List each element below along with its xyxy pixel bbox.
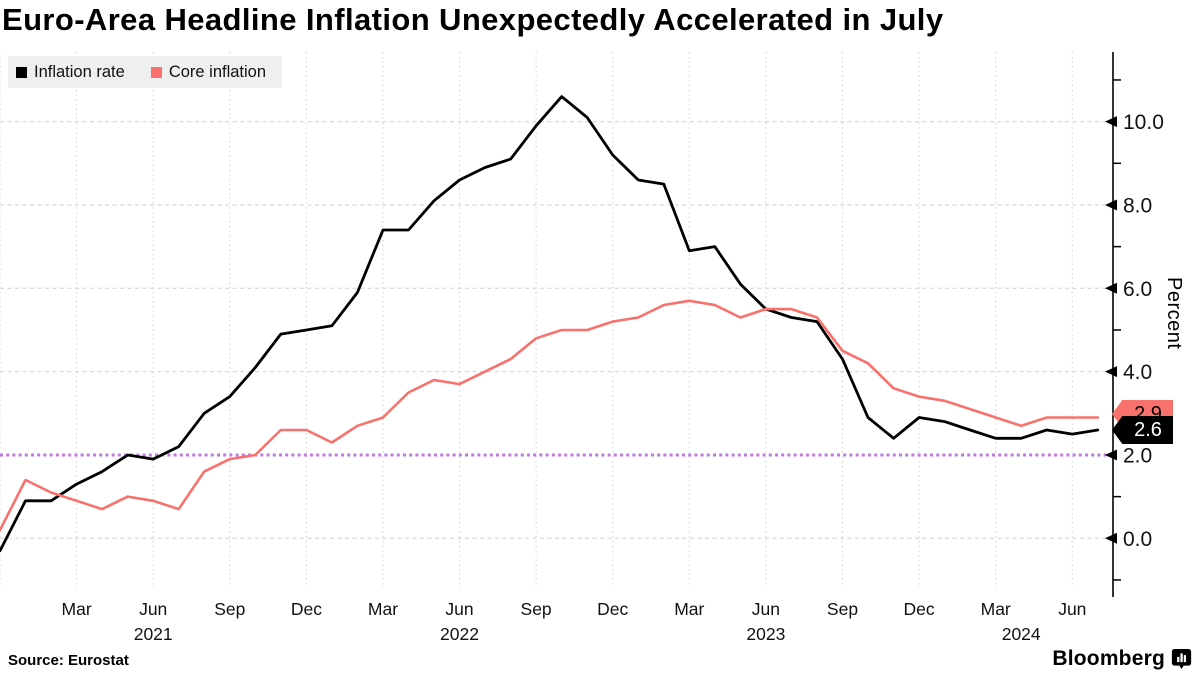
page-title: Euro-Area Headline Inflation Unexpectedl…: [2, 2, 944, 37]
y-tick-label: 2.0: [1123, 444, 1152, 467]
x-year-label: 2024: [1002, 624, 1041, 644]
y-tick-label: 8.0: [1123, 194, 1152, 217]
inflation-rate-last-value: 2.6: [1134, 419, 1162, 441]
x-tick-label: Sep: [827, 599, 858, 619]
y-tick-label: 0.0: [1123, 528, 1152, 551]
tick-arrow-icon: [1105, 532, 1117, 544]
bloomberg-wordmark: Bloomberg: [1052, 647, 1165, 670]
x-tick-label: Jun: [139, 599, 167, 619]
tick-arrow-icon: [1105, 366, 1117, 378]
tick-arrow-icon: [1105, 449, 1117, 461]
x-tick-label: Jun: [1058, 599, 1086, 619]
x-axis: Mar Jun Sep Dec Mar Jun Sep Dec Mar Jun Sep Dec Mar J…: [62, 599, 1087, 644]
y-tick-label: 4.0: [1123, 361, 1152, 384]
y-axis-title: Percent: [1163, 277, 1185, 350]
x-tick-label: Mar: [368, 599, 398, 619]
x-tick-label: Mar: [62, 599, 92, 619]
x-tick-label: Sep: [521, 599, 552, 619]
vertical-gridlines: [0, 52, 1073, 588]
tick-arrow-icon: [1105, 116, 1117, 128]
x-tick-label: Jun: [752, 599, 780, 619]
x-tick-label: Jun: [445, 599, 473, 619]
core-inflation-swatch-icon: [150, 66, 162, 78]
tick-arrow-icon: [1105, 282, 1117, 294]
source-note: Source: Eurostat: [8, 652, 129, 669]
horizontal-gridlines: [0, 121, 1113, 539]
inflation-rate-value-badge: 2.6: [1112, 416, 1173, 444]
legend: Inflation rate Core inflation: [8, 56, 283, 88]
legend-item-core-inflation: Core inflation: [150, 62, 267, 82]
x-year-label: 2022: [440, 624, 479, 644]
x-year-label: 2023: [746, 624, 785, 644]
x-tick-label: Dec: [291, 599, 322, 619]
x-tick-label: Sep: [214, 599, 245, 619]
x-tick-label: Dec: [597, 599, 628, 619]
x-tick-label: Mar: [674, 599, 704, 619]
x-year-label: 2021: [134, 624, 173, 644]
tick-arrow-icon: [1105, 199, 1117, 211]
x-tick-label: Mar: [981, 599, 1011, 619]
y-tick-label: 6.0: [1123, 278, 1152, 301]
y-tick-label: 10.0: [1123, 111, 1164, 134]
core-inflation-line: [0, 299, 1100, 532]
bloomberg-logo: Bloomberg: [1052, 647, 1192, 671]
inflation-rate-swatch-icon: [16, 66, 27, 78]
bloomberg-chart-bubble-icon: [1171, 648, 1192, 669]
y-axis: 0.0 2.0 4.0 6.0 8.0 10.0: [1105, 52, 1164, 597]
x-tick-label: Dec: [904, 599, 935, 619]
legend-label: Inflation rate: [34, 62, 125, 81]
legend-item-inflation-rate: Inflation rate: [16, 63, 125, 82]
inflation-rate-line: [0, 95, 1100, 553]
legend-label: Core inflation: [168, 62, 267, 81]
